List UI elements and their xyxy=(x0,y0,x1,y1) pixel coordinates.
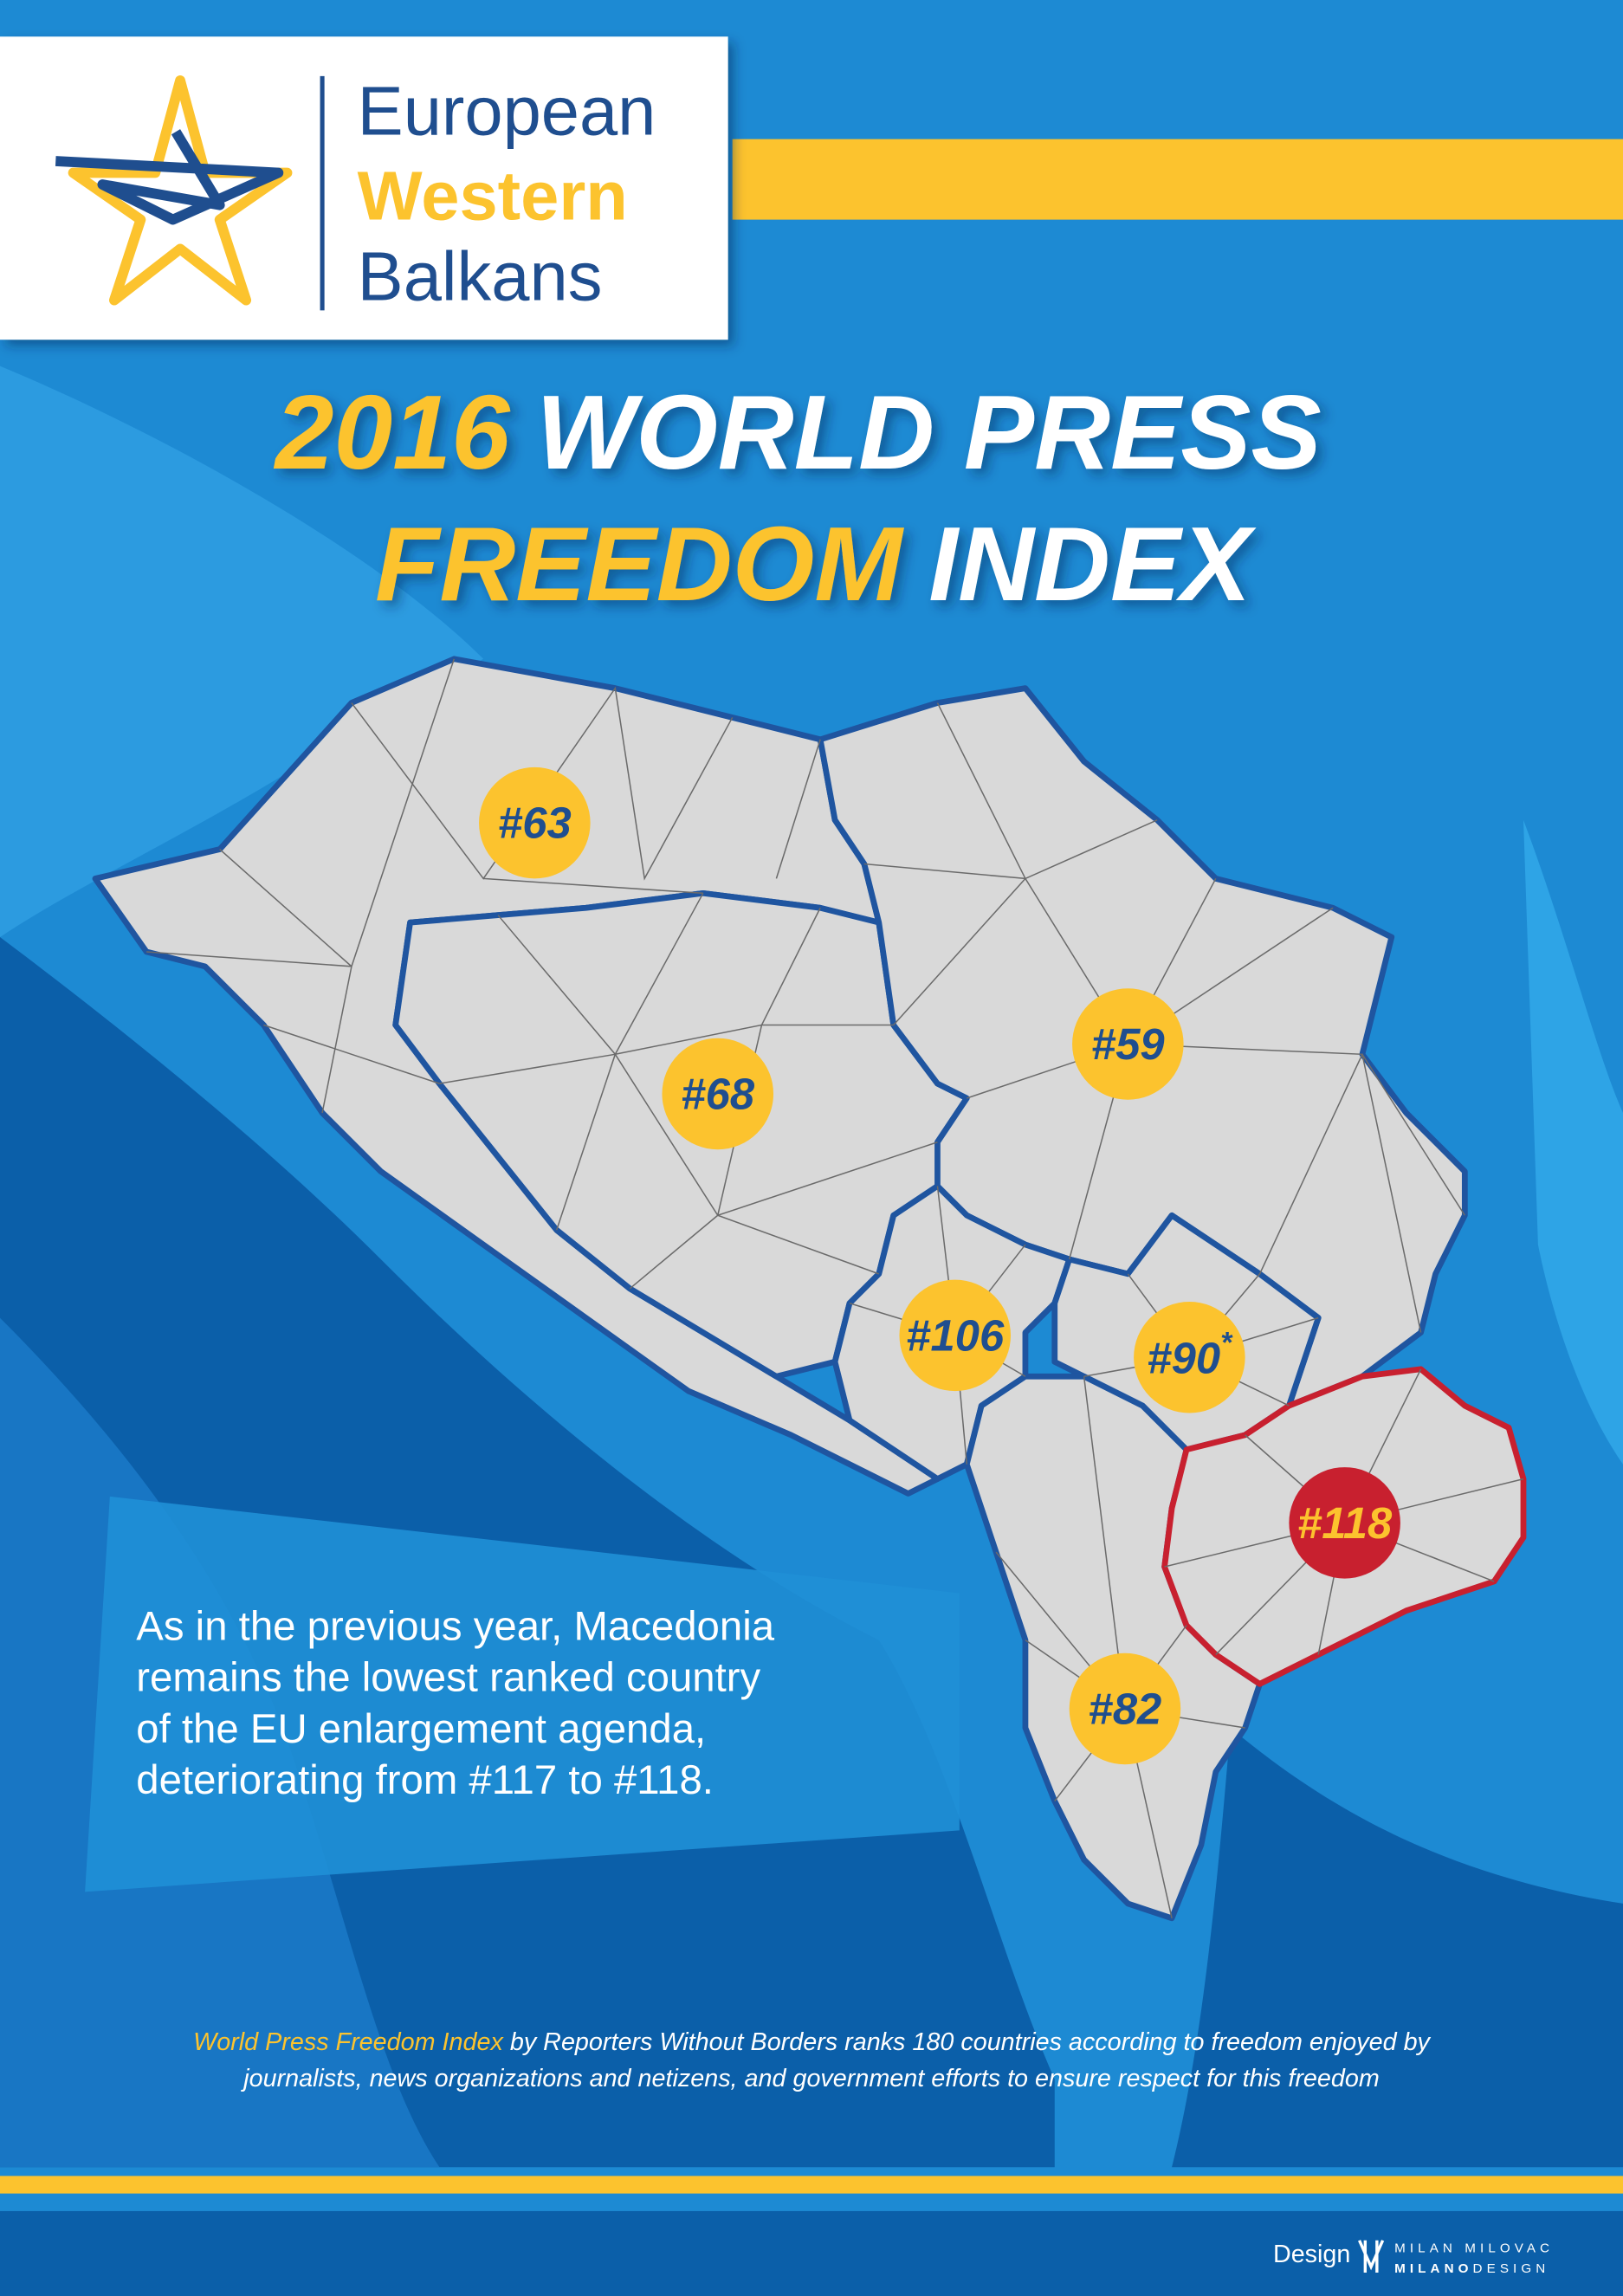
title-year: 2016 xyxy=(274,373,511,491)
title: 2016 WORLD PRESS xyxy=(274,373,1322,491)
credit-name: MILAN MILOVAC xyxy=(1394,2241,1554,2255)
title-text: WORLD PRESS xyxy=(536,373,1322,491)
rank-marker xyxy=(899,1279,1012,1392)
footer-rest: by Reporters Without Borders ranks 180 c… xyxy=(503,2028,1432,2056)
rank-marker xyxy=(479,766,591,879)
title-text: INDEX xyxy=(928,505,1257,623)
note: As in the previous year, Macedonia remai… xyxy=(136,1604,774,1804)
logo-text: Western xyxy=(358,158,628,235)
rank-label: #68 xyxy=(681,1069,754,1118)
title: FREEDOM INDEX xyxy=(375,505,1257,623)
footer-text: World Press Freedom Index by Reporters W… xyxy=(193,2028,1431,2056)
credit-brand-bold: MILANO xyxy=(1394,2261,1472,2276)
accent-bar xyxy=(732,139,1623,220)
logo-text: Balkans xyxy=(358,238,603,315)
credit-brand-rest: DESIGN xyxy=(1473,2261,1550,2276)
footer-highlight: World Press Freedom Index xyxy=(193,2028,504,2056)
rank-marker xyxy=(1289,1467,1400,1579)
land xyxy=(1523,819,1623,1465)
land xyxy=(0,365,484,938)
logo: European Western Balkans xyxy=(0,36,728,340)
rank-label: #82 xyxy=(1089,1685,1162,1734)
country-shape xyxy=(963,1373,1263,1922)
map xyxy=(92,656,1527,1922)
note-line: As in the previous year, Macedonia xyxy=(136,1604,774,1650)
rank-note: * xyxy=(1220,1326,1233,1359)
rank-label: #63 xyxy=(498,799,572,848)
rank-label: #106 xyxy=(906,1310,1005,1360)
rank-value: #90 xyxy=(1147,1333,1220,1382)
note-line: deteriorating from #117 to #118. xyxy=(136,1757,714,1803)
rank-marker xyxy=(1072,988,1184,1100)
markers: #63 #68 #59 #106 #90* #118 #82 xyxy=(479,766,1400,1765)
credit-label: Design xyxy=(1273,2241,1350,2268)
accent-bar xyxy=(0,2176,1623,2194)
rank-marker xyxy=(1069,1652,1181,1765)
logo-text: European xyxy=(358,73,656,150)
note-line: remains the lowest ranked country xyxy=(136,1655,760,1701)
sea xyxy=(1172,1728,1623,2168)
rank-marker xyxy=(1134,1302,1245,1413)
note-box xyxy=(85,1496,960,1892)
title-highlight: FREEDOM xyxy=(375,505,904,623)
rank-label: #59 xyxy=(1091,1019,1165,1069)
rank-label: #90* xyxy=(1147,1326,1233,1381)
bottom-strip xyxy=(0,2210,1623,2296)
rank-label: #118 xyxy=(1297,1498,1393,1548)
credit-brand: MILANODESIGN xyxy=(1394,2261,1549,2276)
credit-icon xyxy=(1358,2240,1385,2273)
rank-marker xyxy=(662,1038,774,1150)
logo-swoosh xyxy=(55,129,284,225)
note-line: of the EU enlargement agenda, xyxy=(136,1706,706,1752)
footer-text: journalists, news organizations and neti… xyxy=(240,2065,1380,2092)
